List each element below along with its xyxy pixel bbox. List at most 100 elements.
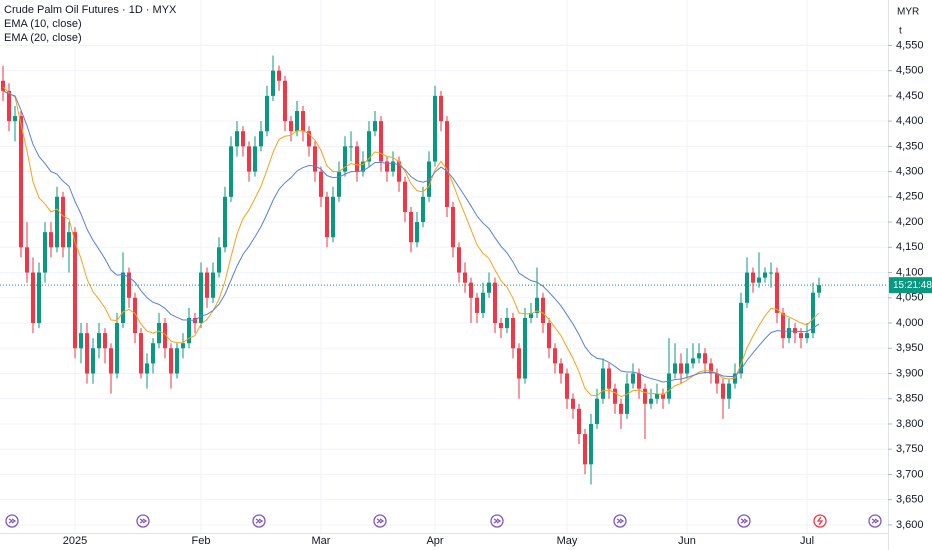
chart-title: Crude Palm Oil Futures · 1D · MYX xyxy=(4,4,177,16)
candle-body xyxy=(805,333,809,339)
y-tick-label: 4,100 xyxy=(896,266,924,278)
candle-body xyxy=(619,403,623,414)
candle-body xyxy=(73,232,77,349)
candle-body xyxy=(415,222,419,243)
candle-body xyxy=(319,171,323,197)
candle-body xyxy=(61,196,65,248)
candle-body xyxy=(349,146,353,148)
y-tick-label: 4,300 xyxy=(896,166,924,178)
event-bolt xyxy=(816,516,824,526)
y-tick-label: 3,650 xyxy=(896,494,924,506)
candle-body xyxy=(277,70,281,81)
y-tick-label: 3,700 xyxy=(896,468,924,480)
event-icon[interactable] xyxy=(813,514,827,528)
candle-body xyxy=(709,363,713,374)
candle-body xyxy=(457,247,461,273)
candle-body xyxy=(565,373,569,399)
candle-body xyxy=(151,343,155,364)
candle-body xyxy=(787,328,791,339)
event-icon[interactable] xyxy=(252,514,266,528)
y-tick-label: 3,850 xyxy=(896,393,924,405)
candle-body xyxy=(547,323,551,349)
candle-body xyxy=(19,116,23,248)
candle-body xyxy=(13,116,17,122)
candle-body xyxy=(1,80,5,91)
candle-body xyxy=(763,272,767,278)
candle-body xyxy=(313,146,317,172)
legend-entry: EMA (10, close) xyxy=(4,18,82,30)
candle-body xyxy=(475,297,479,313)
candle-body xyxy=(265,95,269,132)
candle-body xyxy=(67,232,71,248)
x-tick-label: Apr xyxy=(426,535,443,547)
candle-body xyxy=(505,317,509,329)
candle-body xyxy=(187,317,191,344)
candle-body xyxy=(469,282,473,298)
candle-body xyxy=(643,388,647,404)
candle-body xyxy=(649,398,653,404)
candle-body xyxy=(283,80,287,122)
candle-body xyxy=(421,196,425,223)
y-tick-label: 4,550 xyxy=(896,39,924,51)
event-icon[interactable] xyxy=(490,514,504,528)
plot xyxy=(1,55,821,485)
candle-body xyxy=(493,282,497,324)
y-tick-label: 4,350 xyxy=(896,140,924,152)
x-tick-label: Jun xyxy=(678,535,696,547)
candle-body xyxy=(559,363,563,374)
candle-body xyxy=(361,161,365,172)
candle-body xyxy=(175,348,179,374)
candle-body xyxy=(235,131,239,147)
event-icon[interactable] xyxy=(136,514,150,528)
candle-body xyxy=(685,363,689,374)
candle-body xyxy=(553,348,557,364)
y-tick-label: 4,050 xyxy=(896,292,924,304)
candle-body xyxy=(517,348,521,379)
event-icon[interactable] xyxy=(373,514,387,528)
ema-line xyxy=(2,86,820,398)
candle-body xyxy=(397,161,401,182)
candle-body xyxy=(673,363,677,374)
candle-body xyxy=(499,323,503,329)
candle-body xyxy=(433,95,437,162)
countdown-box xyxy=(889,277,932,294)
candle-body xyxy=(307,131,311,147)
candle-body xyxy=(427,161,431,197)
candle-body xyxy=(181,343,185,349)
candle-body xyxy=(625,383,629,414)
candle-body xyxy=(571,398,575,409)
candle-body xyxy=(439,95,443,122)
candle-body xyxy=(91,348,95,374)
candle-body xyxy=(721,383,725,399)
candle-body xyxy=(655,393,659,399)
candle-body xyxy=(289,121,293,132)
candle-body xyxy=(541,297,545,324)
candle-body xyxy=(487,282,491,293)
candle-body xyxy=(31,272,35,324)
candle-body xyxy=(595,398,599,424)
candle-body xyxy=(463,272,467,283)
candle-body xyxy=(97,333,101,349)
y-tick-label: 4,150 xyxy=(896,241,924,253)
event-icon[interactable] xyxy=(737,514,751,528)
event-icon[interactable] xyxy=(5,514,19,528)
candle-body xyxy=(757,277,761,283)
candle-body xyxy=(817,285,821,293)
y-tick-label: 3,600 xyxy=(896,519,924,531)
candle-body xyxy=(613,388,617,404)
y-tick-label: 4,450 xyxy=(896,90,924,102)
candle-body xyxy=(601,368,605,399)
candle-body xyxy=(133,297,137,334)
candle-body xyxy=(403,181,407,212)
y-tick-label: 3,800 xyxy=(896,418,924,430)
candle-body xyxy=(451,206,455,248)
event-icon[interactable] xyxy=(868,514,882,528)
candle-body xyxy=(385,161,389,172)
candle-body xyxy=(607,368,611,389)
candle-body xyxy=(775,272,779,313)
event-icon[interactable] xyxy=(613,514,627,528)
candle-body xyxy=(367,131,371,162)
candle-body xyxy=(247,146,251,172)
x-tick-label: Jul xyxy=(800,535,814,547)
